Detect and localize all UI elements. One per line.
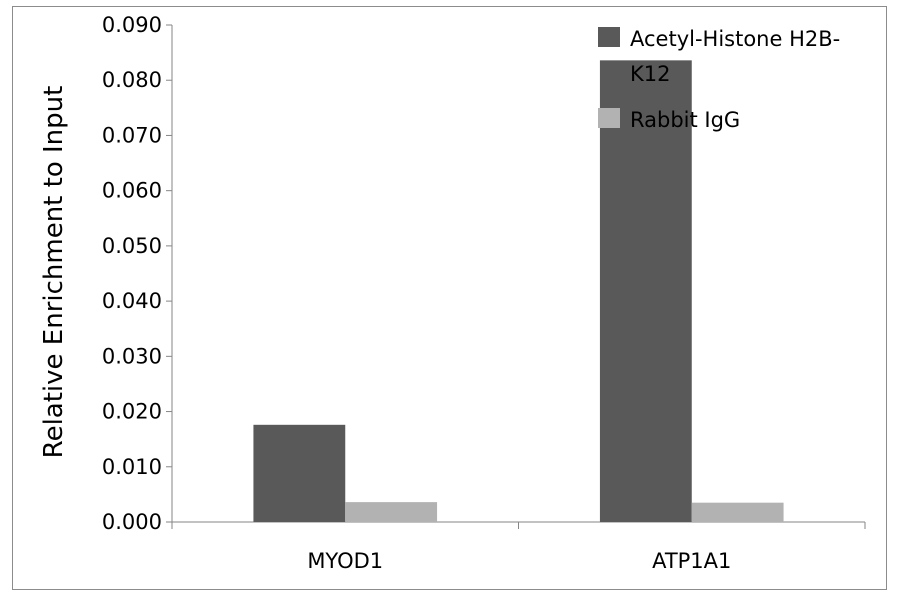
legend-label: Acetyl-Histone H2B- — [630, 27, 840, 51]
bar-myod1-series-1 — [253, 424, 346, 522]
bar-myod1-series-2 — [345, 502, 438, 522]
legend-label: Rabbit IgG — [630, 108, 740, 132]
y-tick-label: 0.000 — [102, 510, 162, 534]
legend: Acetyl-Histone H2B- K12 Rabbit IgG — [598, 27, 840, 132]
x-tick-label: ATP1A1 — [652, 549, 731, 573]
x-tick-label: MYOD1 — [307, 549, 383, 573]
tick-labels: 0.000 0.010 0.020 0.030 0.040 0.050 0.060 0.070… — [102, 13, 732, 573]
y-tick-label: 0.080 — [102, 68, 162, 92]
chart-frame — [12, 6, 887, 590]
y-tick-label: 0.040 — [102, 289, 162, 313]
legend-label: K12 — [630, 62, 671, 86]
y-tick-label: 0.010 — [102, 455, 162, 479]
legend-swatch — [598, 27, 620, 47]
y-tick-label: 0.020 — [102, 400, 162, 424]
bars — [253, 60, 784, 522]
legend-swatch — [598, 108, 620, 128]
y-tick-label: 0.070 — [102, 123, 162, 147]
y-tick-label: 0.030 — [102, 344, 162, 368]
y-tick-label: 0.060 — [102, 179, 162, 203]
y-tick-label: 0.090 — [102, 13, 162, 37]
bar-atp1a1-series-1 — [599, 60, 692, 522]
y-tick-label: 0.050 — [102, 234, 162, 258]
y-axis-label: Relative Enrichment to Input — [39, 86, 69, 459]
bar-atp1a1-series-2 — [691, 502, 784, 522]
